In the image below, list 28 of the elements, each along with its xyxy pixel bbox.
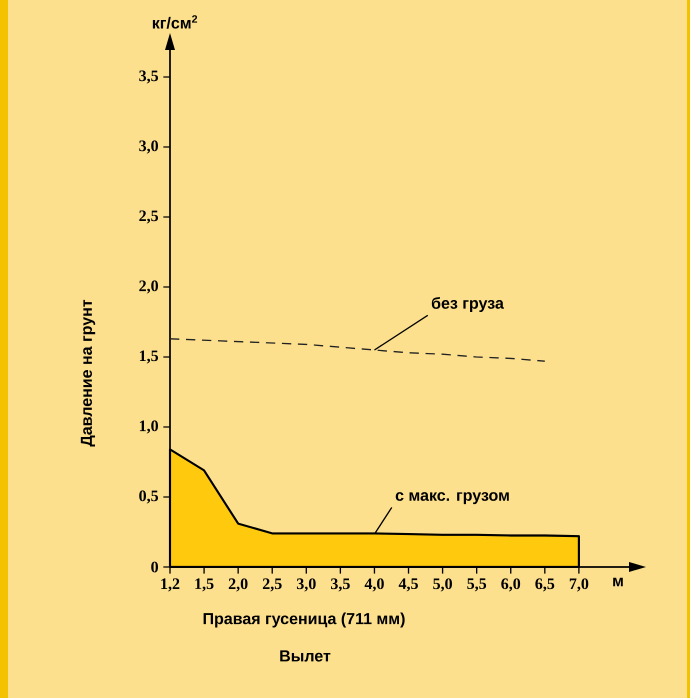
x-tick-label: 5,0 xyxy=(433,578,452,592)
text: кг/см$^{2}$ xyxy=(152,15,198,29)
x-axis-title: Правая гусеница (711 мм) xyxy=(204,612,405,628)
text: Вылет xyxy=(280,650,330,662)
y-tick-label: 3,5 xyxy=(139,70,158,84)
x-tick-label: 3,5 xyxy=(330,578,350,592)
text: м xyxy=(613,578,623,586)
annotation: с макс. грузом xyxy=(396,492,509,504)
x-tick-label: 6,5 xyxy=(535,578,554,592)
x-tick-label: 4,5 xyxy=(398,578,418,592)
annotation: без груза xyxy=(432,296,504,312)
x-tick-label: 3,0 xyxy=(296,578,316,592)
x-tick-label: 1,5 xyxy=(195,578,214,592)
x-tick-label: 1,2 xyxy=(161,578,180,592)
y-tick-label: 1,5 xyxy=(140,350,158,364)
x-tick-label: 2,0 xyxy=(228,578,248,592)
y-tick-label: 2,5 xyxy=(139,210,158,224)
x-tick-label: 7,0 xyxy=(570,578,588,592)
x-tick-label: 2,5 xyxy=(262,578,282,592)
y-tick-label: 1,0 xyxy=(140,420,158,434)
x-tick-label: 6,0 xyxy=(501,578,520,592)
y-tick-label: 0,5 xyxy=(139,490,158,504)
y-tick-label: 0 xyxy=(151,562,158,572)
y-axis-title: Давление на грунт xyxy=(80,300,96,446)
y-tick-label: 2,0 xyxy=(139,280,158,294)
x-tick-label: 4,0 xyxy=(364,578,384,592)
y-tick-label: 3,0 xyxy=(139,140,158,154)
x-tick-label: 5,5 xyxy=(467,578,486,592)
